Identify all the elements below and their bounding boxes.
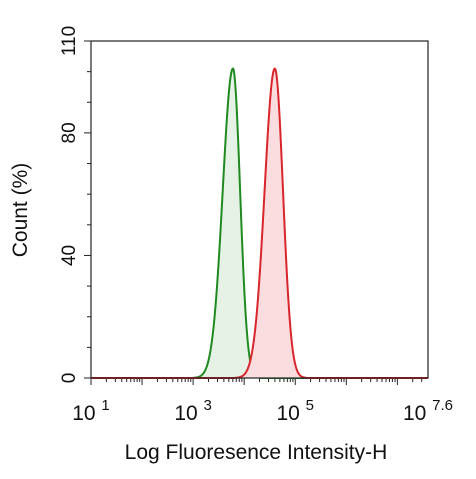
y-tick-label: 40 (59, 245, 80, 266)
x-tick-label: 10 3 (174, 397, 212, 425)
y-tick-label: 80 (59, 122, 80, 143)
y-axis-label: Count (%) (9, 162, 32, 258)
y-axis-label-wrap: Count (%) (6, 0, 36, 479)
series-layer (91, 67, 428, 379)
plot-frame (90, 40, 429, 379)
x-tick-label: 10 7.6 (403, 397, 453, 425)
y-tick-label: 110 (59, 26, 80, 56)
x-tick-label: 10 5 (276, 397, 314, 425)
axis-ticks (84, 40, 423, 385)
x-tick-label: 10 1 (72, 397, 110, 425)
tick-labels: 0 40 80 110 10 1 10 3 10 5 10 7.6 (59, 26, 453, 425)
y-tick-label: 0 (59, 373, 80, 384)
x-axis-label: Log Fluoresence Intensity-H (124, 441, 388, 464)
series-2-fill (91, 68, 428, 378)
